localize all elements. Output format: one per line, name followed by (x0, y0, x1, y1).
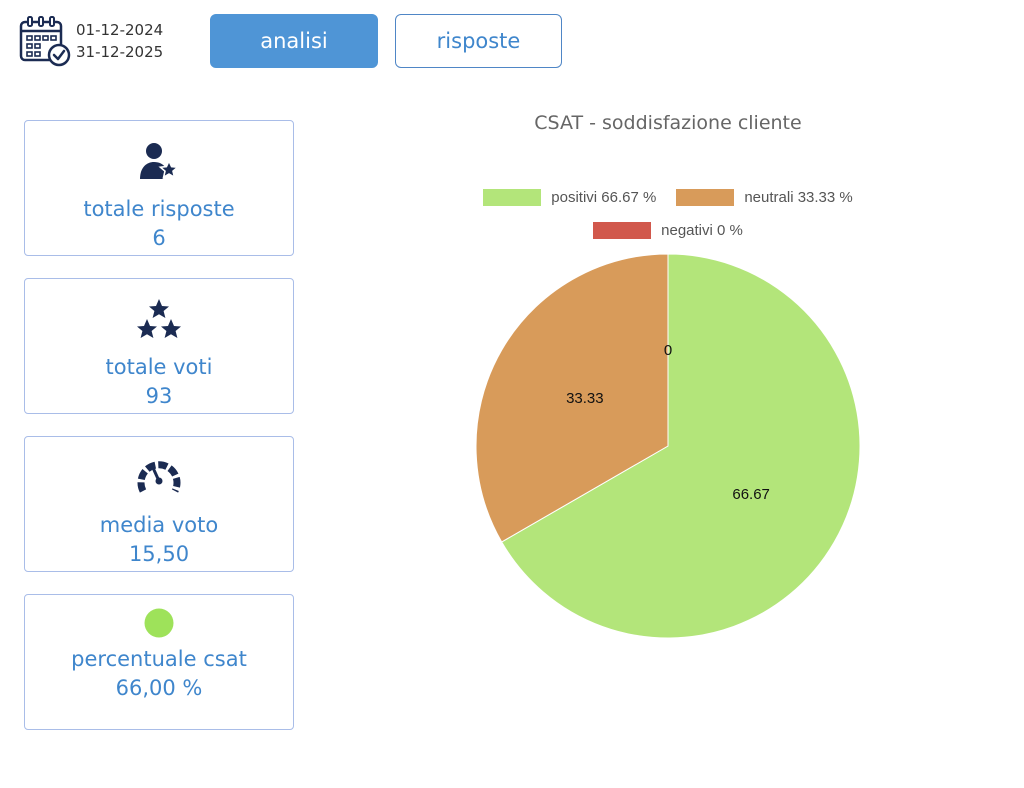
kpi-card-media-voto: media voto 15,50 (24, 436, 294, 572)
kpi-card-totale-risposte: totale risposte 6 (24, 120, 294, 256)
legend-item-neutrali[interactable]: neutrali 33.33 % (676, 188, 853, 206)
legend-swatch (593, 221, 652, 239)
date-from: 01-12-2024 (76, 21, 164, 39)
legend-swatch (676, 188, 735, 206)
legend-row: negativi 0 % (440, 219, 896, 241)
pie-label-neutrali: 33.33 (566, 390, 604, 407)
date-texts: 01-12-2024 31-12-2025 (76, 19, 163, 63)
legend-item-negativi[interactable]: negativi 0 % (593, 221, 743, 239)
kpi-label: media voto (99, 513, 219, 537)
kpi-value: 6 (152, 226, 166, 250)
user-star-icon (129, 139, 189, 183)
pie-slice-positivi[interactable] (501, 253, 861, 639)
date-to: 31-12-2025 (76, 43, 164, 61)
kpi-label: percentuale csat (71, 647, 247, 671)
gauge-icon (129, 455, 189, 499)
pie-label-negativi: 0 (664, 342, 672, 359)
tab-risposte[interactable]: risposte (395, 14, 562, 68)
kpi-label: totale voti (105, 355, 213, 379)
chart-title: CSAT - soddisfazione cliente (534, 112, 802, 134)
date-range[interactable]: 01-12-2024 31-12-2025 (18, 14, 163, 68)
kpi-label: totale risposte (83, 197, 235, 221)
kpi-card-percentuale-csat: percentuale csat 66,00 % (24, 594, 294, 730)
tab-analisi[interactable]: analisi (210, 14, 378, 68)
legend-label: positivi 66.67 % (551, 188, 657, 206)
legend-row: positivi 66.67 % neutrali 33.33 % (440, 186, 896, 208)
pie-slice-neutrali[interactable] (475, 253, 669, 543)
legend-item-positivi[interactable]: positivi 66.67 % (483, 188, 657, 206)
csat-pie-chart: CSAT - soddisfazione cliente positivi 66… (440, 100, 900, 660)
calendar-check-icon[interactable] (18, 14, 72, 68)
legend-swatch (483, 188, 542, 206)
kpi-value: 15,50 (128, 542, 190, 566)
stars-icon (129, 297, 189, 341)
kpi-value: 93 (145, 384, 173, 408)
legend-label: negativi 0 % (661, 221, 743, 239)
pie-label-positivi: 66.67 (732, 486, 770, 503)
kpi-card-totale-voti: totale voti 93 (24, 278, 294, 414)
kpi-value: 66,00 % (115, 676, 203, 700)
chart-legend: positivi 66.67 % neutrali 33.33 % negati… (440, 186, 896, 252)
status-dot-icon (129, 607, 189, 639)
legend-label: neutrali 33.33 % (744, 188, 853, 206)
pie-svg: 66.67 33.33 0 (475, 253, 861, 639)
